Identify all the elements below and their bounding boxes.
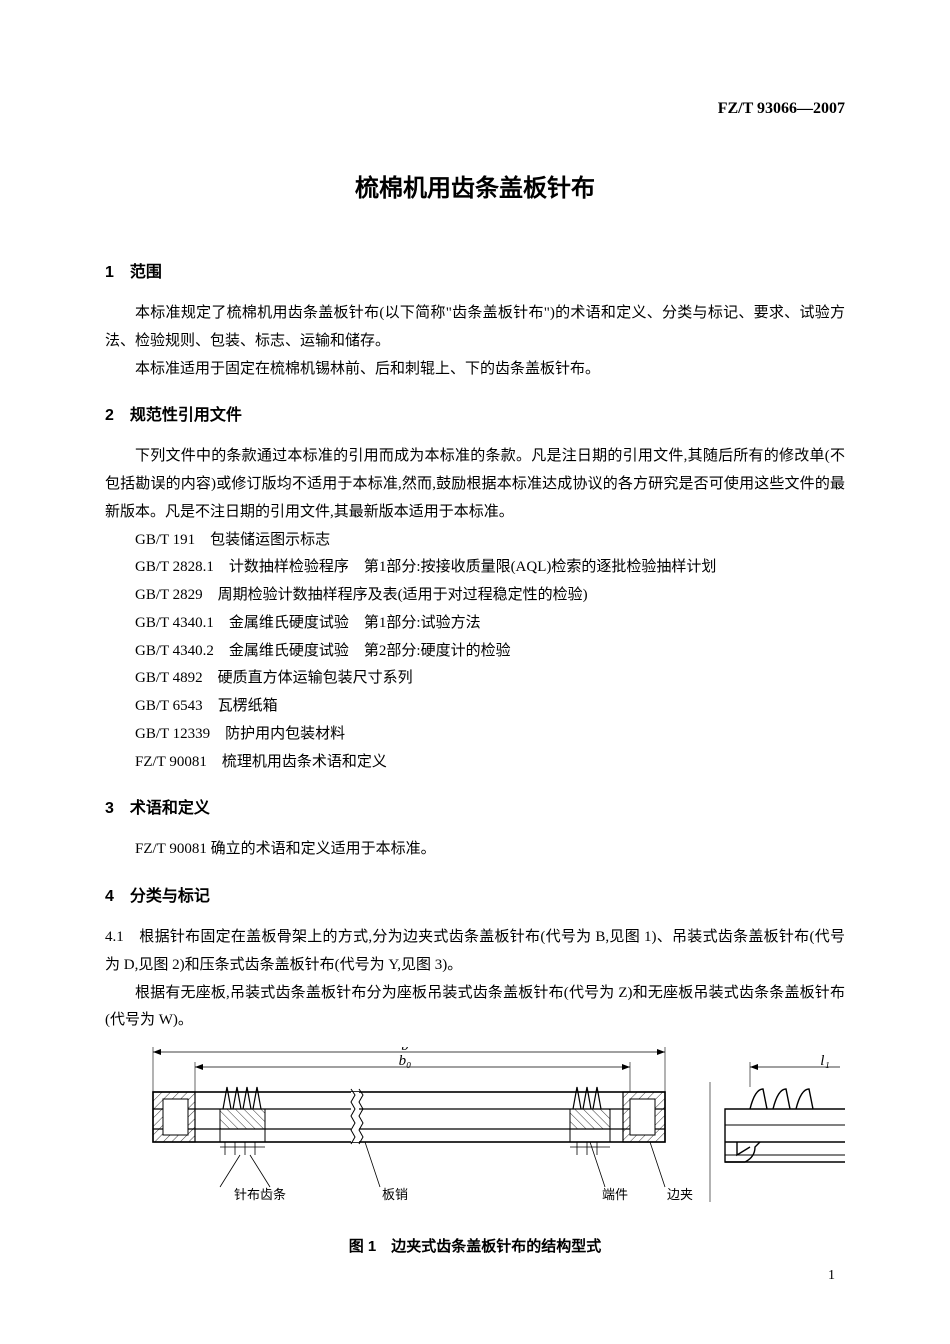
- label-zhenbuchitiao: 针布齿条: [234, 1187, 286, 1202]
- section-2-para-1: 下列文件中的条款通过本标准的引用而成为本标准的条款。凡是注日期的引用文件,其随后…: [105, 443, 845, 526]
- section-4-heading: 4 分类与标记: [105, 882, 845, 906]
- section-1-para-1: 本标准规定了梳棉机用齿条盖板针布(以下简称"齿条盖板针布")的术语和定义、分类与…: [105, 300, 845, 356]
- section-3-heading: 3 术语和定义: [105, 794, 845, 818]
- ref-item-8: FZ/T 90081 梳理机用齿条术语和定义: [105, 749, 845, 777]
- ref-item-3: GB/T 4340.1 金属维氏硬度试验 第1部分:试验方法: [105, 610, 845, 638]
- label-bianjia: 边夹: [667, 1187, 693, 1202]
- dim-label-l1: l₁: [820, 1053, 829, 1069]
- section-2-heading: 2 规范性引用文件: [105, 401, 845, 425]
- section-1-heading: 1 范围: [105, 258, 845, 282]
- figure-1: b b₀: [105, 1047, 845, 1256]
- page-number: 1: [828, 1268, 835, 1284]
- ref-item-2: GB/T 2829 周期检验计数抽样程序及表(适用于对过程稳定性的检验): [105, 582, 845, 610]
- label-banxiao: 板销: [382, 1187, 408, 1202]
- document-title: 梳棉机用齿条盖板针布: [105, 168, 845, 203]
- section-4-sub1: 4.1 根据针布固定在盖板骨架上的方式,分为边夹式齿条盖板针布(代号为 B,见图…: [105, 924, 845, 980]
- ref-item-4: GB/T 4340.2 金属维氏硬度试验 第2部分:硬度计的检验: [105, 638, 845, 666]
- ref-item-7: GB/T 12339 防护用内包装材料: [105, 721, 845, 749]
- ref-item-5: GB/T 4892 硬质直方体运输包装尺寸系列: [105, 665, 845, 693]
- ref-item-0: GB/T 191 包装储运图示标志: [105, 527, 845, 555]
- ref-item-1: GB/T 2828.1 计数抽样检验程序 第1部分:按接收质量限(AQL)检索的…: [105, 554, 845, 582]
- section-4-para-2: 根据有无座板,吊装式齿条盖板针布分为座板吊装式齿条盖板针布(代号为 Z)和无座板…: [105, 980, 845, 1036]
- dim-label-b0: b₀: [399, 1053, 412, 1069]
- section-3-para-1: FZ/T 90081 确立的术语和定义适用于本标准。: [105, 836, 845, 864]
- figure-1-caption: 图 1 边夹式齿条盖板针布的结构型式: [105, 1235, 845, 1256]
- document-code: FZ/T 93066—2007: [105, 100, 845, 118]
- label-duanjian: 端件: [602, 1187, 628, 1202]
- ref-item-6: GB/T 6543 瓦楞纸箱: [105, 693, 845, 721]
- section-1-para-2: 本标准适用于固定在梳棉机锡林前、后和刺辊上、下的齿条盖板针布。: [105, 356, 845, 384]
